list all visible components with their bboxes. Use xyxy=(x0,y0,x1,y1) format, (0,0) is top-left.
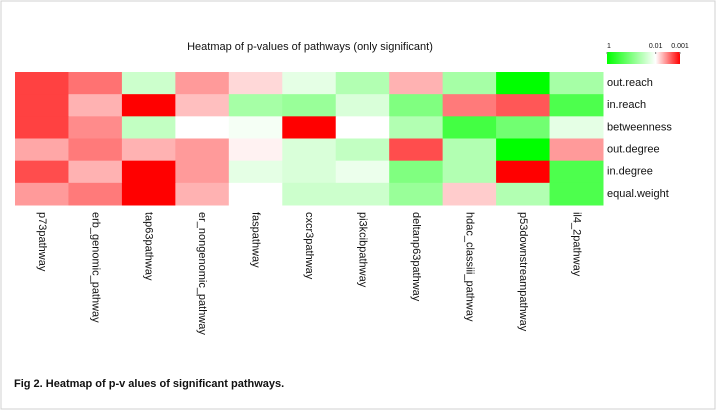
heat-cell xyxy=(228,160,283,184)
heat-cell xyxy=(68,116,123,139)
heat-cell xyxy=(68,72,123,95)
heat-cell xyxy=(228,72,283,95)
column-label: pi3kcibpathway xyxy=(357,212,369,288)
heat-cell xyxy=(496,138,551,162)
legend-tick-label: 1 xyxy=(607,43,611,50)
row-label: in.reach xyxy=(607,99,646,111)
heat-cell xyxy=(68,182,123,206)
heat-cell xyxy=(121,72,176,95)
heat-cell xyxy=(175,72,230,95)
row-label: out.reach xyxy=(607,77,653,89)
heat-cell xyxy=(335,94,390,117)
heat-cell xyxy=(121,116,176,139)
heat-cell xyxy=(389,160,444,184)
heat-cell xyxy=(68,94,123,117)
heat-cell xyxy=(15,138,69,162)
heat-cell xyxy=(68,160,123,184)
heat-cell xyxy=(282,94,337,117)
heat-cell xyxy=(549,160,604,184)
heat-cell xyxy=(335,160,390,184)
heat-cell xyxy=(335,72,390,95)
column-label: cxcr3pathway xyxy=(303,212,315,280)
heat-cell xyxy=(228,182,283,206)
heat-cell xyxy=(15,116,69,139)
heat-cell xyxy=(442,94,497,117)
heat-cell xyxy=(442,160,497,184)
heat-cell xyxy=(389,182,444,206)
heat-cell xyxy=(496,72,551,95)
heat-cell xyxy=(282,116,337,139)
legend-tick-label: 0.001 xyxy=(671,43,689,50)
row-label: betweenness xyxy=(607,121,672,133)
heat-cell xyxy=(496,94,551,117)
heat-cell xyxy=(496,116,551,139)
heat-cell xyxy=(549,94,604,117)
row-label: in.degree xyxy=(607,166,653,178)
heat-cell xyxy=(335,182,390,206)
heat-cell xyxy=(15,94,69,117)
heat-cell xyxy=(228,94,283,117)
caption: Fig 2. Heatmap of p-v alues of significa… xyxy=(14,378,284,390)
column-label: p53downstreampathway xyxy=(517,212,529,332)
heat-cell xyxy=(442,182,497,206)
column-label: erb_genomic_pathway xyxy=(89,212,101,323)
heat-cell xyxy=(282,72,337,95)
frame xyxy=(0,0,716,410)
heat-cell xyxy=(68,138,123,162)
column-label: faspathway xyxy=(250,212,262,268)
heat-cell xyxy=(15,160,69,184)
heat-cell xyxy=(389,116,444,139)
column-label: p73pathway xyxy=(36,212,48,272)
heat-cell xyxy=(549,182,604,206)
heat-cell xyxy=(496,182,551,206)
heat-cell xyxy=(121,182,176,206)
heat-cell xyxy=(175,116,230,139)
heat-cell xyxy=(228,116,283,139)
heat-cell xyxy=(175,160,230,184)
heat-cell xyxy=(442,72,497,95)
column-label: hdac_classiii_pathway xyxy=(463,212,475,322)
heat-cell xyxy=(175,94,230,117)
heat-cell xyxy=(335,138,390,162)
heat-cell xyxy=(175,182,230,206)
row-label: equal.weight xyxy=(607,188,669,200)
heat-cell xyxy=(335,116,390,139)
heat-cell xyxy=(121,160,176,184)
heat-cell xyxy=(389,94,444,117)
column-label: il4_2pathway xyxy=(570,212,582,277)
legend-tick-label: 0.01 xyxy=(649,43,663,50)
heat-cell xyxy=(389,138,444,162)
heat-cell xyxy=(442,138,497,162)
heat-cell xyxy=(282,182,337,206)
column-label: deltanp63pathway xyxy=(410,212,422,302)
chart-title: Heatmap of p-values of pathways (only si… xyxy=(187,41,433,53)
heat-cell xyxy=(15,182,69,206)
color-legend xyxy=(607,52,680,64)
heat-cell xyxy=(121,94,176,117)
heat-cell xyxy=(15,72,69,95)
heat-cell xyxy=(282,160,337,184)
heat-cell xyxy=(121,138,176,162)
heat-cell xyxy=(496,160,551,184)
heat-cell xyxy=(282,138,337,162)
heat-cell xyxy=(549,138,604,162)
heat-cell xyxy=(549,72,604,95)
column-label: tap63pathway xyxy=(143,212,155,281)
heat-cell xyxy=(549,116,604,139)
heat-cell xyxy=(389,72,444,95)
heat-cell xyxy=(228,138,283,162)
heat-cell xyxy=(175,138,230,162)
column-label: er_nongenomic_pathway xyxy=(196,212,208,335)
row-label: out.degree xyxy=(607,143,660,155)
heat-cell xyxy=(442,116,497,139)
